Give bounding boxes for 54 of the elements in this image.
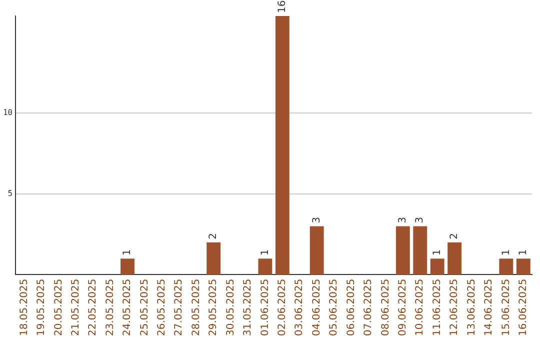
data-label: 16 — [277, 0, 288, 13]
bar — [516, 258, 530, 275]
x-tick-label: 31.05.2025 — [242, 278, 254, 336]
data-label: 3 — [398, 216, 408, 224]
bar — [120, 258, 134, 275]
x-tick-label: 30.05.2025 — [225, 278, 236, 336]
y-tick-label: 5 — [8, 188, 13, 198]
x-tick-label: 07.06.2025 — [363, 278, 374, 336]
bar — [448, 242, 462, 275]
x-tick-label: 09.06.2025 — [398, 278, 408, 336]
x-tick-label: 23.05.2025 — [104, 278, 116, 336]
x-tick-label: 26.05.2025 — [156, 278, 168, 336]
x-tick-label: 08.06.2025 — [380, 278, 392, 336]
bar — [275, 16, 290, 275]
x-tick-label: 14.06.2025 — [484, 278, 495, 336]
x-tick-label: 29.05.2025 — [208, 278, 220, 336]
data-label: 1 — [432, 249, 443, 256]
x-tick-label: 04.06.2025 — [311, 278, 322, 336]
bar — [396, 226, 410, 275]
x-tick-label: 21.05.2025 — [70, 278, 82, 336]
x-tick-label: 11.06.2025 — [432, 278, 443, 336]
x-tick-label: 12.06.2025 — [449, 278, 460, 336]
x-tick-label: 10.06.2025 — [414, 278, 426, 336]
y-tick-label: 10 — [2, 108, 13, 118]
data-label: 1 — [500, 249, 512, 256]
bar — [430, 258, 444, 275]
bar — [206, 242, 221, 275]
x-tick-label: 25.05.2025 — [139, 278, 150, 336]
x-tick-label: 15.06.2025 — [500, 278, 512, 336]
data-label: 1 — [518, 249, 529, 256]
x-tick-label: 13.06.2025 — [466, 278, 478, 336]
x-tick-label: 02.06.2025 — [277, 278, 288, 336]
x-tick-label: 03.06.2025 — [294, 278, 306, 336]
x-tick-label: 06.06.2025 — [346, 278, 357, 336]
data-label: 2 — [208, 233, 220, 240]
x-tick-label: 19.05.2025 — [36, 278, 48, 336]
x-tick-label: 18.05.2025 — [18, 278, 30, 336]
x-tick-label: 27.05.2025 — [174, 278, 185, 336]
x-tick-label: 01.06.2025 — [260, 278, 271, 336]
x-tick-label: 20.05.2025 — [53, 278, 64, 336]
data-label: 2 — [449, 233, 460, 240]
x-tick-label: 24.05.2025 — [122, 278, 134, 336]
x-tick-label: 22.05.2025 — [88, 278, 99, 336]
data-label: 3 — [414, 216, 426, 224]
x-tick-label: 28.05.2025 — [190, 278, 202, 336]
data-label: 1 — [260, 249, 271, 256]
data-label: 3 — [311, 216, 322, 224]
x-tick-label: 05.06.2025 — [328, 278, 340, 336]
bar — [310, 226, 324, 275]
data-label: 1 — [122, 249, 134, 256]
x-tick-label: 16.06.2025 — [518, 278, 529, 336]
bar — [258, 258, 272, 275]
bar — [413, 226, 428, 275]
bar — [499, 258, 514, 275]
